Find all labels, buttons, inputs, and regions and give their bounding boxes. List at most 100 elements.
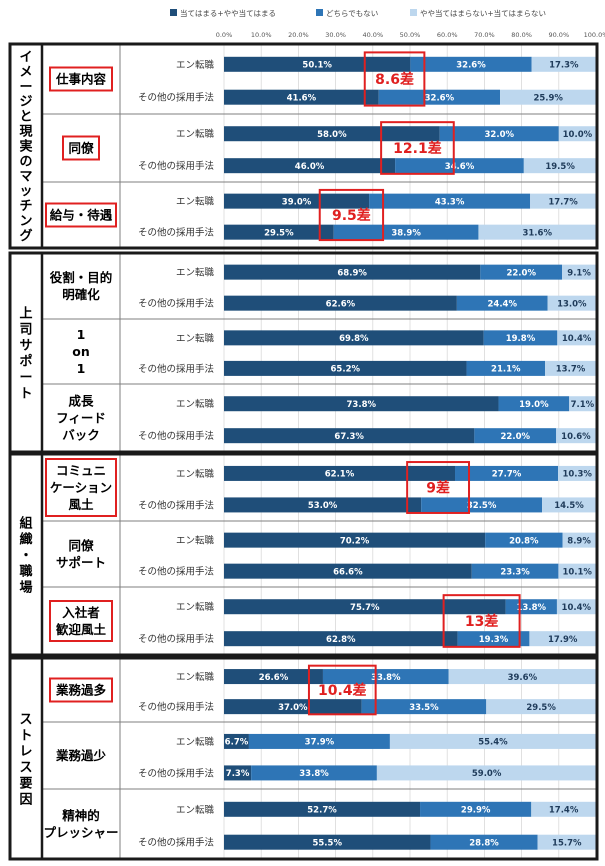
item-label: 仕事内容 [55,71,107,86]
group-label: 上司サポート [19,306,32,401]
bar-segment [224,224,334,240]
data-label: 34.6% [445,162,475,172]
bar-segment [369,193,531,209]
data-label: 32.5% [467,501,497,511]
data-label: 70.2% [340,536,370,546]
item-label: 役割・目的明確化 [50,270,113,302]
data-label: 62.1% [325,470,355,480]
data-label: 19.5% [545,162,575,172]
row-label: その他の採用手法 [138,430,214,442]
item-label-highlight-box [45,458,117,517]
data-label: 6.7% [225,738,249,748]
bar-segment [529,631,596,647]
x-tick-label: 90.0% [548,31,569,39]
legend-swatch [170,9,177,16]
row-label: エン転職 [176,399,215,410]
data-label: 10.4% [562,603,592,613]
group-label: 組織・職場 [19,515,32,595]
row-label: その他の採用手法 [138,160,214,172]
bar-segment [480,264,563,280]
bar-segment [474,428,557,444]
difference-highlight-box [406,461,471,514]
difference-highlight-box [363,51,426,107]
item-label: 精神的プレッシャー [43,808,118,840]
data-label: 17.4% [549,806,579,816]
bar-segment [224,193,370,209]
bar-segment [486,699,596,715]
data-label: 13.0% [557,299,587,309]
data-label: 39.0% [282,197,312,207]
bar-segment [531,801,596,817]
row-label: その他の採用手法 [138,363,214,375]
data-label: 29.5% [526,703,556,713]
data-label: 19.0% [519,400,549,410]
row-label: エン転職 [176,602,215,613]
data-label: 65.2% [331,365,361,375]
data-label: 13.8% [517,603,547,613]
data-label: 32.6% [425,94,455,104]
row-label: その他の採用手法 [138,701,214,713]
legend-swatch [316,9,323,16]
item-label: コミュニケーション風土 [50,463,112,512]
item-label: 同僚 [68,140,94,155]
bar-segment [558,465,597,481]
x-tick-label: 50.0% [400,31,421,39]
bar-segment [224,801,421,817]
row-label: その他の採用手法 [138,298,214,310]
data-label: 67.3% [334,432,364,442]
data-label: 38.9% [391,228,421,238]
item-label: 同僚サポート [56,538,106,570]
difference-highlight-box [380,121,455,175]
bar-segment [498,396,570,412]
row-label: エン転職 [176,268,215,279]
bar-segment [545,360,596,376]
bar-segment [505,599,557,615]
row-label: その他の採用手法 [138,227,214,239]
data-label: 33.8% [299,769,329,779]
row-label: エン転職 [176,672,215,683]
data-label: 53.0% [308,501,338,511]
bar-segment [483,330,558,346]
row-label: その他の採用手法 [138,499,214,511]
item-label-highlight-box [62,135,100,161]
item-label: 入社者歓迎風土 [55,605,107,637]
bar-segment [322,669,449,685]
bar-segment [224,465,456,481]
bar-segment [500,89,597,105]
bar-segment [224,330,484,346]
bar-segment [361,699,487,715]
group-label: イメージと現実のマッチング [19,50,32,244]
bar-segment [224,699,362,715]
data-label: 31.6% [522,228,552,238]
data-label: 23.3% [500,567,530,577]
legend-label: どちらでもない [326,9,378,18]
row-label: その他の採用手法 [138,837,214,849]
data-label: 37.9% [305,738,335,748]
difference-highlight-box [318,188,385,242]
data-label: 29.5% [264,228,294,238]
difference-label: 12.1差 [393,140,442,157]
row-label: エン転職 [176,536,215,547]
bar-segment [537,834,596,850]
group-frame [8,42,599,250]
legend-label: やや当てはまらない+当てはまらない [420,8,546,18]
data-label: 55.5% [312,839,342,849]
group-frame [8,656,599,861]
data-label: 41.6% [287,94,317,104]
data-label: 28.8% [469,839,499,849]
legend-swatch [410,9,417,16]
bar-segment [224,599,506,615]
bar-segment [224,126,440,142]
row-label: エン転職 [176,197,215,208]
row-label: エン転職 [176,737,215,748]
bar-segment [485,532,563,548]
bar-segment [224,264,481,280]
data-label: 32.0% [485,130,515,140]
bar-segment [224,669,323,685]
bar-segment [556,599,596,615]
data-label: 39.6% [508,673,538,683]
data-label: 52.7% [307,806,337,816]
bar-segment [542,497,596,513]
bar-segment [457,631,530,647]
